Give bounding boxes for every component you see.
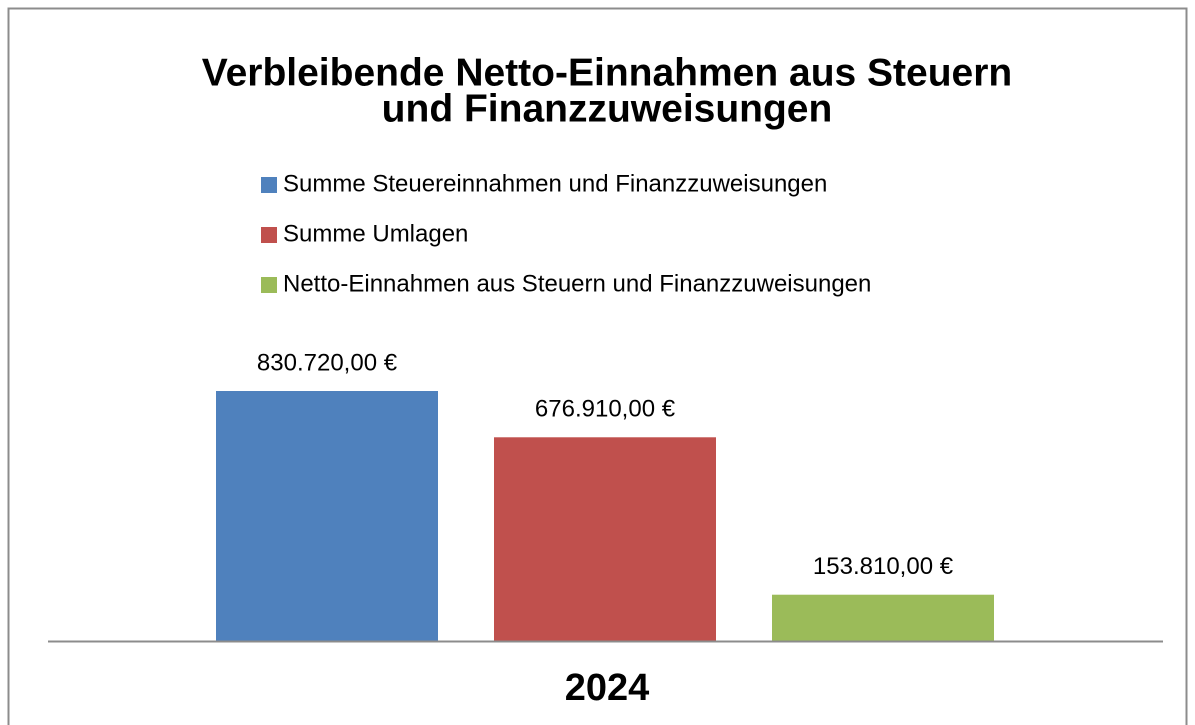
legend-label: Summe Umlagen — [283, 220, 468, 247]
legend-swatch — [261, 277, 277, 293]
x-tick-label: 2024 — [565, 667, 650, 709]
bar — [216, 391, 438, 641]
legend-swatch — [261, 227, 277, 243]
value-label: 676.910,00 € — [535, 396, 676, 423]
legend-label: Netto-Einnahmen aus Steuern und Finanzzu… — [283, 270, 871, 297]
legend-label: Summe Steuereinnahmen und Finanzzuweisun… — [283, 170, 827, 197]
chart-title: Verbleibende Netto-Einnahmen aus Steuern — [202, 51, 1013, 94]
chart-title: und Finanzzuweisungen — [382, 87, 833, 130]
value-label: 153.810,00 € — [813, 553, 954, 580]
legend-swatch — [261, 177, 277, 193]
bar — [494, 437, 716, 641]
value-label: 830.720,00 € — [257, 349, 398, 376]
bar — [772, 594, 994, 641]
